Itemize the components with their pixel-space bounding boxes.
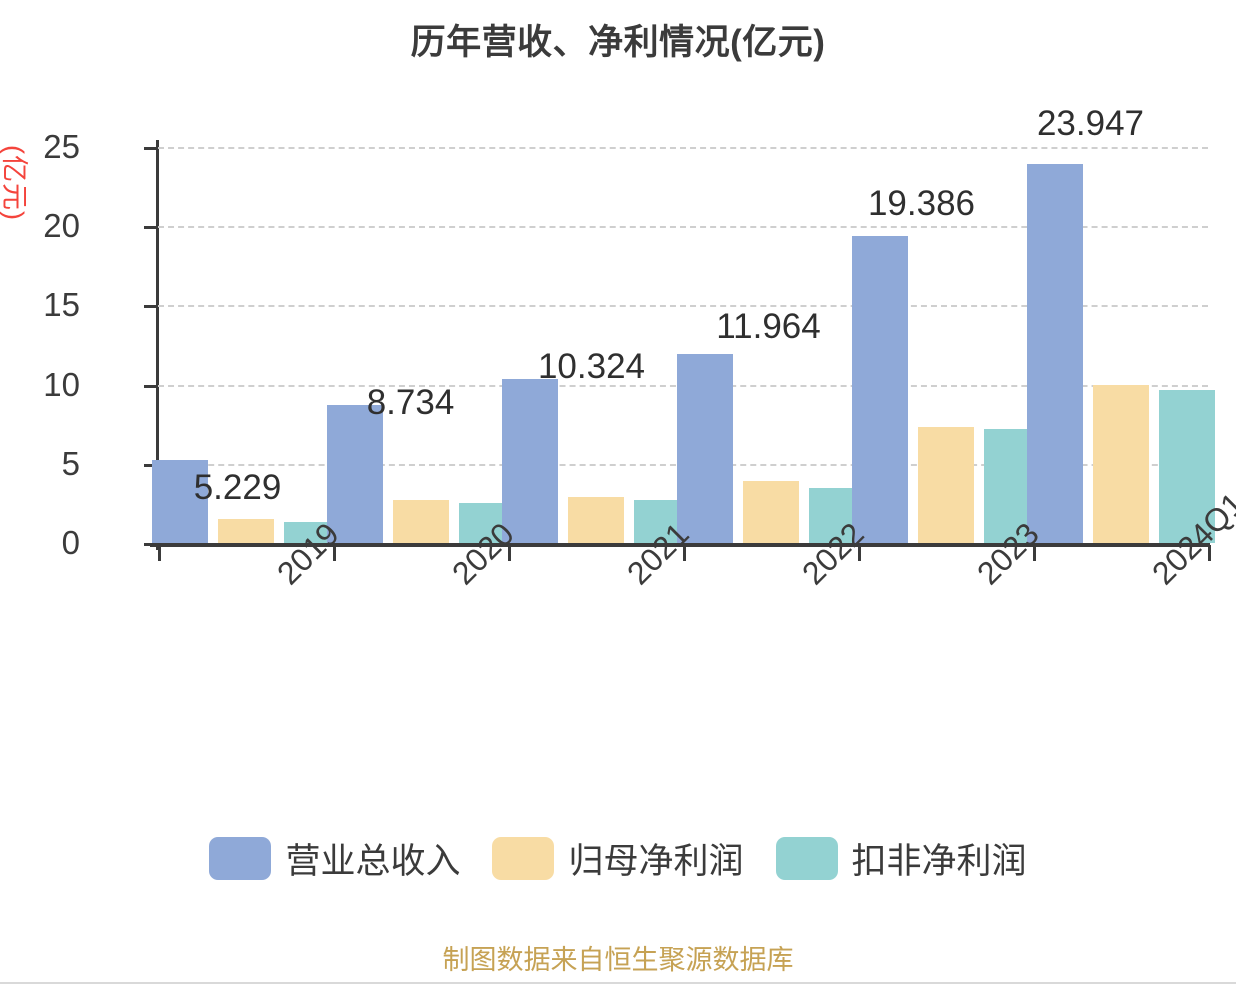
- gridline: [158, 147, 1208, 149]
- bar-value-label: 19.386: [867, 183, 976, 223]
- chart-legend: 营业总收入 归母净利润 扣非净利润: [0, 833, 1236, 884]
- bar: [917, 427, 974, 543]
- y-axis-tick-label: 10: [43, 365, 80, 403]
- legend-label: 扣非净利润: [851, 842, 1027, 881]
- y-axis-tick-label: 20: [43, 207, 80, 245]
- y-axis-tick-mark: [144, 226, 158, 230]
- legend-swatch-icon: [209, 837, 272, 880]
- bar: [1092, 384, 1149, 543]
- y-axis-tick-label: 25: [43, 128, 80, 165]
- y-axis-tick-label: 15: [43, 286, 80, 324]
- bar-value-label: 11.964: [716, 307, 821, 347]
- x-axis-tick-mark: [333, 545, 336, 561]
- legend-swatch-icon: [492, 837, 555, 880]
- legend-item[interactable]: 归母净利润: [492, 833, 744, 884]
- bar-value-label: 10.324: [537, 347, 646, 387]
- y-axis-tick-label: 0: [61, 524, 80, 561]
- y-axis-tick-mark: [144, 384, 158, 388]
- bar: [217, 519, 274, 543]
- bar-value-label: 8.734: [366, 382, 455, 422]
- chart-title: 历年营收、净利情况(亿元): [410, 23, 826, 62]
- x-axis-tick-mark: [858, 545, 861, 561]
- bar: [326, 404, 383, 543]
- bar-value-label: 5.229: [193, 468, 282, 508]
- legend-swatch-icon: [775, 837, 838, 880]
- bar: [1026, 163, 1083, 543]
- legend-label: 营业总收入: [285, 842, 461, 881]
- x-axis-tick-mark: [1208, 545, 1211, 561]
- bar: [392, 500, 449, 543]
- gridline: [158, 305, 1208, 308]
- x-axis-tick-mark: [158, 545, 161, 561]
- x-axis-tick-mark: [508, 545, 511, 561]
- bar: [567, 497, 624, 543]
- legend-item[interactable]: 扣非净利润: [775, 833, 1027, 884]
- x-axis-line: [150, 543, 1210, 547]
- y-axis-line: [156, 140, 159, 550]
- bar: [283, 522, 340, 543]
- bar: [501, 379, 558, 543]
- bar-value-label: 23.947: [1036, 103, 1145, 143]
- y-axis-tick-mark: [144, 463, 158, 467]
- legend-item[interactable]: 营业总收入: [209, 833, 460, 884]
- bar: [1158, 390, 1215, 543]
- x-axis-tick-mark: [683, 545, 686, 561]
- bar: [676, 353, 733, 543]
- y-axis-tick-label: 5: [61, 444, 80, 482]
- x-axis-tick-mark: [1033, 545, 1036, 561]
- source-note: 制图数据来自恒生聚源数据库: [442, 945, 794, 975]
- legend-label: 归母净利润: [568, 842, 744, 881]
- bar: [742, 481, 799, 543]
- bottom-divider: [0, 982, 1236, 984]
- y-axis-tick-mark: [144, 305, 158, 309]
- gridline: [158, 226, 1208, 229]
- y-axis-tick-mark: [144, 147, 158, 150]
- bar: [851, 235, 908, 543]
- bar: [151, 460, 208, 543]
- plot-area: [151, 147, 1215, 543]
- y-axis-tick-mark: [144, 543, 158, 546]
